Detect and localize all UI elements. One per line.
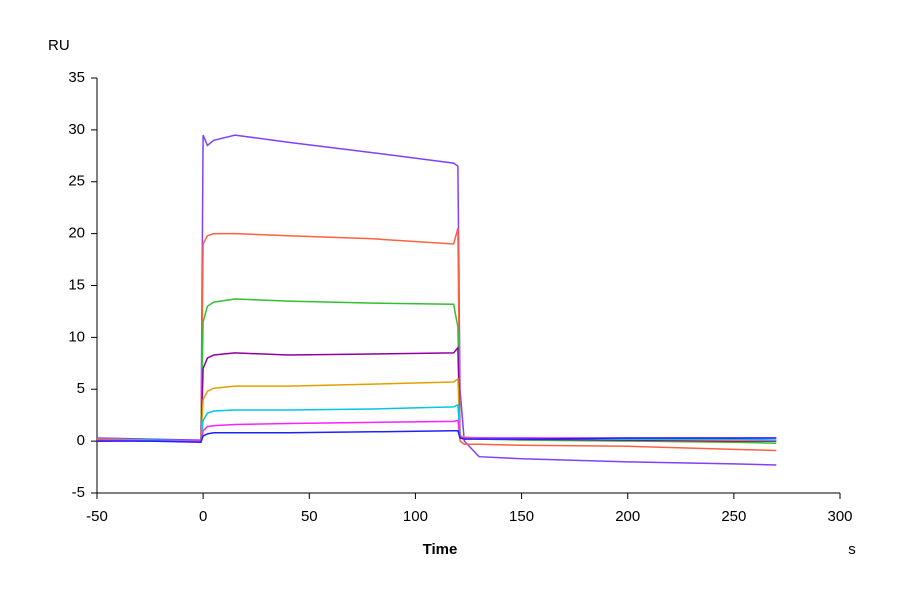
y-tick-label: 30 [68, 121, 85, 138]
sensorgram-line [96, 377, 777, 442]
sensorgram-line [96, 228, 777, 452]
x-tick-label: 200 [615, 508, 640, 525]
sensorgram-line [96, 134, 777, 466]
sensorgram-line [97, 298, 777, 444]
x-tick-label: 0 [199, 508, 207, 525]
x-tick-label: 100 [403, 508, 428, 525]
y-tick-label: 35 [68, 69, 85, 86]
x-axis-label: Time [423, 541, 458, 558]
x-tick-label: 50 [301, 508, 318, 525]
sensorgram-line [97, 430, 777, 443]
x-unit: s [848, 541, 856, 558]
x-tick-label: 150 [509, 508, 534, 525]
y-tick-label: 10 [68, 328, 85, 345]
sensorgram-line [97, 403, 777, 442]
sensorgram-line [96, 419, 777, 442]
y-tick-label: 5 [77, 380, 85, 397]
y-unit: RU [48, 37, 70, 54]
y-tick-label: 20 [68, 225, 85, 242]
y-tick-label: 15 [68, 276, 85, 293]
y-tick-label: -5 [72, 484, 85, 501]
x-tick-label: 300 [827, 508, 852, 525]
y-tick-label: 0 [77, 432, 85, 449]
x-tick-label: -50 [86, 508, 108, 525]
x-tick-label: 250 [721, 508, 746, 525]
sensorgram-line [96, 345, 777, 442]
y-tick-label: 25 [68, 173, 85, 190]
